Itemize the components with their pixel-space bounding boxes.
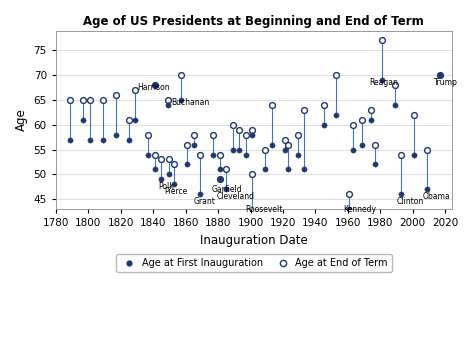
Text: Polk: Polk [158, 182, 174, 191]
Text: Obama: Obama [422, 192, 450, 201]
Text: Grant: Grant [194, 197, 216, 206]
Text: Reagan: Reagan [369, 78, 398, 87]
Y-axis label: Age: Age [15, 108, 28, 131]
Text: Roosevelt: Roosevelt [246, 204, 283, 214]
Text: Kennedy: Kennedy [343, 204, 376, 214]
Title: Age of US Presidents at Beginning and End of Term: Age of US Presidents at Beginning and En… [83, 15, 424, 28]
X-axis label: Inauguration Date: Inauguration Date [200, 234, 308, 247]
Text: Harrison: Harrison [137, 83, 170, 92]
Text: Trump: Trump [434, 78, 458, 87]
Text: Pierce: Pierce [164, 187, 188, 196]
Legend: Age at First Inauguration, Age at End of Term: Age at First Inauguration, Age at End of… [116, 254, 392, 272]
Text: Cleveland: Cleveland [217, 192, 255, 201]
Text: Buchanan: Buchanan [171, 98, 209, 107]
Text: Garfield: Garfield [211, 185, 242, 194]
Text: Clinton: Clinton [397, 197, 424, 206]
